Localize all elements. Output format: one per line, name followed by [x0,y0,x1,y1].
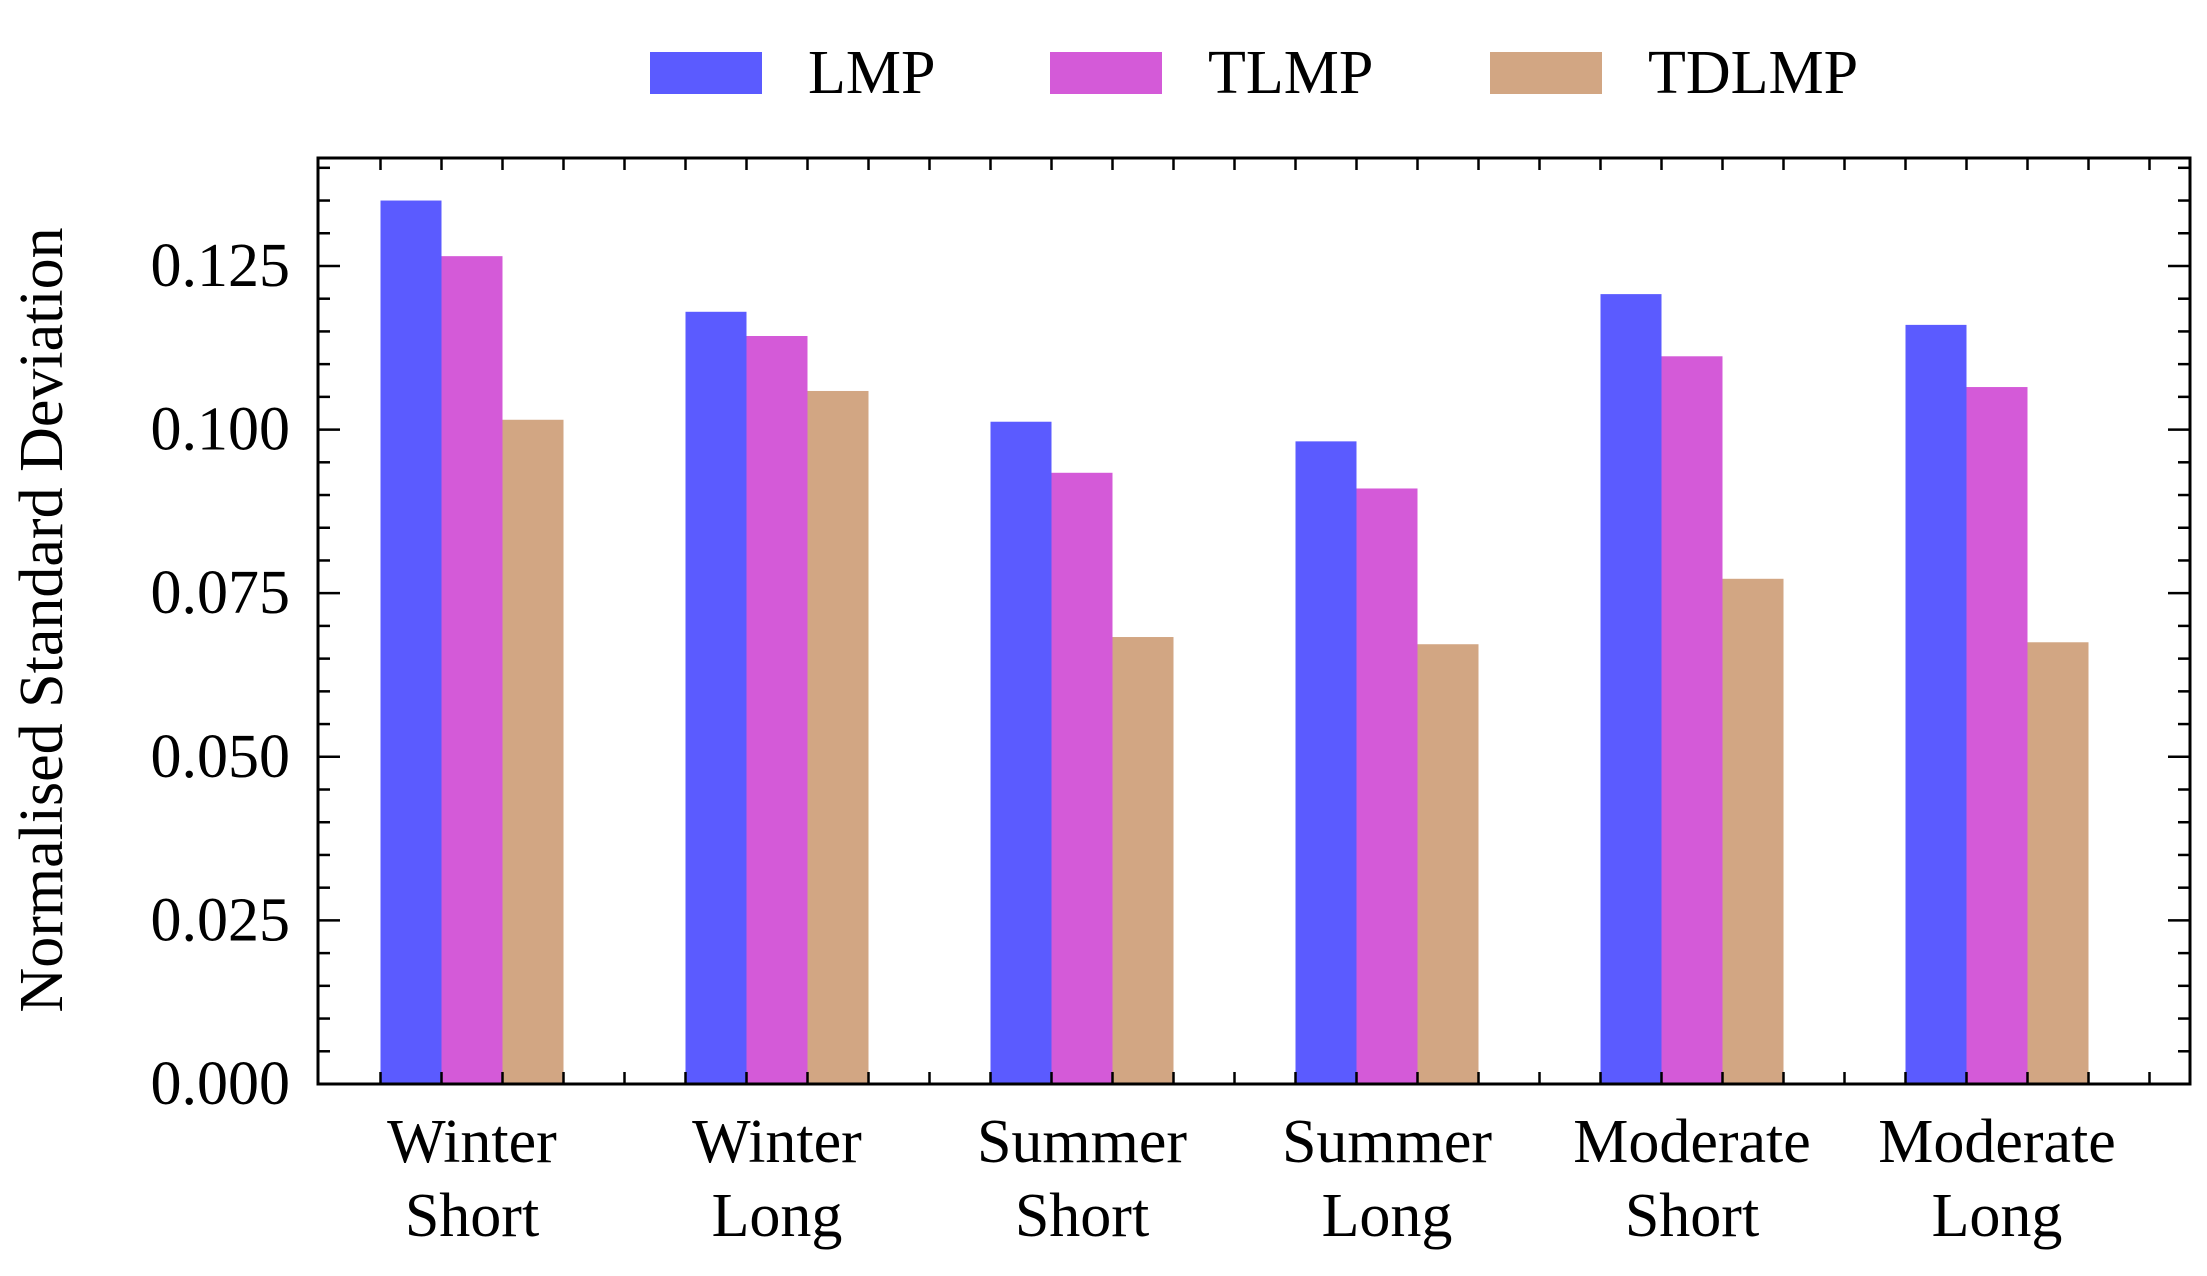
bar-tlmp-5 [1661,356,1723,1084]
legend-swatch-tlmp [1050,52,1162,94]
y-tick-label: 0.050 [151,723,291,791]
bar-tlmp-4 [1356,488,1418,1084]
bar-lmp-4 [1295,441,1357,1084]
x-tick-label: Long [1322,1182,1453,1250]
bar-tdlmp-4 [1417,644,1479,1084]
bar-tlmp-2 [746,336,808,1084]
plot-frame [316,156,2192,1086]
x-tick-label: Summer [977,1108,1187,1176]
x-tick-label: Long [1932,1182,2063,1250]
bar-lmp-5 [1600,294,1662,1084]
y-tick-label: 0.125 [151,232,291,300]
y-axis-label: Normalised Standard Deviation [8,227,76,1012]
bar-tdlmp-1 [502,419,564,1084]
bar-lmp-1 [380,200,442,1084]
legend-label-tlmp: TLMP [1208,39,1373,107]
axis-ticks [318,158,2190,1086]
x-tick-label: Short [1015,1182,1149,1250]
x-tick-label: Short [405,1182,539,1250]
bar-tdlmp-6 [2027,642,2089,1084]
bars [380,200,2089,1085]
x-tick-label: Long [712,1182,843,1250]
bar-lmp-2 [685,311,747,1085]
bar-tlmp-6 [1966,387,2028,1085]
legend: LMP TLMP TDLMP [650,39,1858,107]
bar-tlmp-1 [441,256,503,1084]
legend-label-tdlmp: TDLMP [1648,39,1858,107]
legend-swatch-lmp [650,52,762,94]
legend-label-lmp: LMP [808,39,935,107]
x-tick-labels: WinterShortWinterLongSummerShortSummerLo… [387,1108,2116,1250]
y-tick-labels: 0.000 0.025 0.050 0.075 0.100 0.125 [151,232,291,1118]
bar-tlmp-3 [1051,472,1113,1085]
x-tick-label: Moderate [1878,1108,2116,1176]
x-tick-label: Winter [692,1108,862,1176]
bar-tdlmp-3 [1112,637,1174,1084]
bar-lmp-6 [1905,324,1967,1084]
x-tick-label: Winter [387,1108,557,1176]
x-tick-label: Summer [1282,1108,1492,1176]
legend-swatch-tdlmp [1490,52,1602,94]
x-tick-label: Moderate [1573,1108,1811,1176]
y-tick-label: 0.075 [151,559,291,627]
bar-tdlmp-2 [807,390,869,1085]
y-tick-label: 0.025 [151,886,291,954]
x-tick-label: Short [1625,1182,1759,1250]
y-tick-label: 0.100 [151,396,291,464]
y-tick-label: 0.000 [151,1050,291,1118]
bar-lmp-3 [990,421,1052,1084]
bar-tdlmp-5 [1722,578,1784,1084]
